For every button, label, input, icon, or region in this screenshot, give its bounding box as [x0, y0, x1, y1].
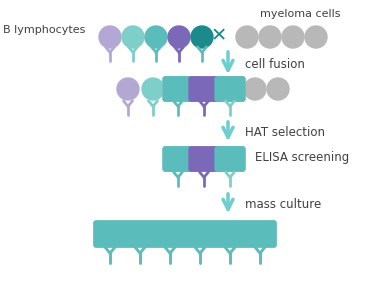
FancyBboxPatch shape — [153, 220, 187, 248]
FancyBboxPatch shape — [243, 220, 277, 248]
Circle shape — [305, 26, 327, 48]
FancyBboxPatch shape — [163, 146, 194, 172]
Circle shape — [122, 26, 144, 48]
Circle shape — [99, 26, 121, 48]
Circle shape — [282, 26, 304, 48]
FancyBboxPatch shape — [213, 220, 247, 248]
FancyBboxPatch shape — [188, 76, 220, 102]
Text: mass culture: mass culture — [245, 197, 321, 211]
Circle shape — [117, 78, 139, 100]
FancyBboxPatch shape — [214, 76, 245, 102]
FancyBboxPatch shape — [93, 220, 127, 248]
FancyBboxPatch shape — [188, 146, 220, 172]
FancyBboxPatch shape — [163, 76, 194, 102]
FancyBboxPatch shape — [188, 146, 220, 172]
FancyBboxPatch shape — [214, 146, 245, 172]
FancyBboxPatch shape — [153, 220, 187, 248]
FancyBboxPatch shape — [123, 220, 157, 248]
Circle shape — [236, 26, 258, 48]
FancyBboxPatch shape — [183, 220, 217, 248]
Text: B lymphocytes: B lymphocytes — [3, 25, 85, 35]
Circle shape — [259, 26, 281, 48]
FancyBboxPatch shape — [183, 220, 217, 248]
Circle shape — [145, 26, 167, 48]
FancyBboxPatch shape — [243, 220, 277, 248]
Text: HAT selection: HAT selection — [245, 126, 325, 138]
Text: myeloma cells: myeloma cells — [260, 9, 340, 19]
Circle shape — [244, 78, 266, 100]
FancyBboxPatch shape — [163, 76, 194, 102]
Text: ✕: ✕ — [211, 27, 227, 46]
FancyBboxPatch shape — [213, 220, 247, 248]
FancyBboxPatch shape — [93, 220, 127, 248]
Circle shape — [191, 26, 213, 48]
FancyBboxPatch shape — [214, 146, 245, 172]
Circle shape — [142, 78, 164, 100]
FancyBboxPatch shape — [214, 76, 245, 102]
Text: cell fusion: cell fusion — [245, 58, 305, 70]
Circle shape — [168, 26, 190, 48]
FancyBboxPatch shape — [163, 146, 194, 172]
FancyBboxPatch shape — [188, 76, 220, 102]
Circle shape — [267, 78, 289, 100]
Text: ELISA screening: ELISA screening — [255, 150, 349, 164]
FancyBboxPatch shape — [123, 220, 157, 248]
